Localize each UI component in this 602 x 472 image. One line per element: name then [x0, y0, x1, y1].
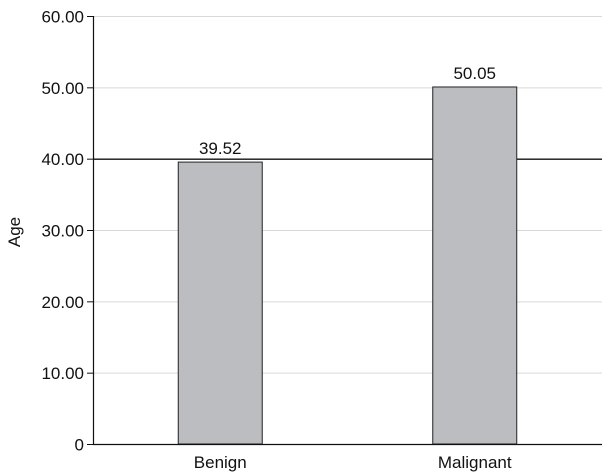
y-axis-title: Age	[5, 217, 24, 247]
y-tick-label: 50.00	[41, 79, 84, 98]
y-tick-label: 20.00	[41, 293, 84, 312]
category-label: Malignant	[438, 453, 512, 472]
data-label: 50.05	[453, 64, 496, 83]
data-labels: 39.52 50.05	[199, 64, 496, 158]
y-tick-label: 60.00	[41, 8, 84, 27]
category-labels: Benign Malignant	[194, 453, 512, 472]
bar-malignant	[432, 86, 518, 445]
bar-benign	[177, 161, 263, 445]
data-label: 39.52	[199, 139, 242, 158]
y-tick-label: 0	[75, 436, 84, 455]
y-tick-labels: 0 10.00 20.00 30.00 40.00 50.00 60.00	[41, 8, 84, 455]
y-tick-label: 30.00	[41, 222, 84, 241]
y-tick-label: 40.00	[41, 150, 84, 169]
gridlines	[93, 16, 602, 374]
axes	[87, 16, 602, 446]
category-label: Benign	[194, 453, 247, 472]
y-tick-label: 10.00	[41, 364, 84, 383]
